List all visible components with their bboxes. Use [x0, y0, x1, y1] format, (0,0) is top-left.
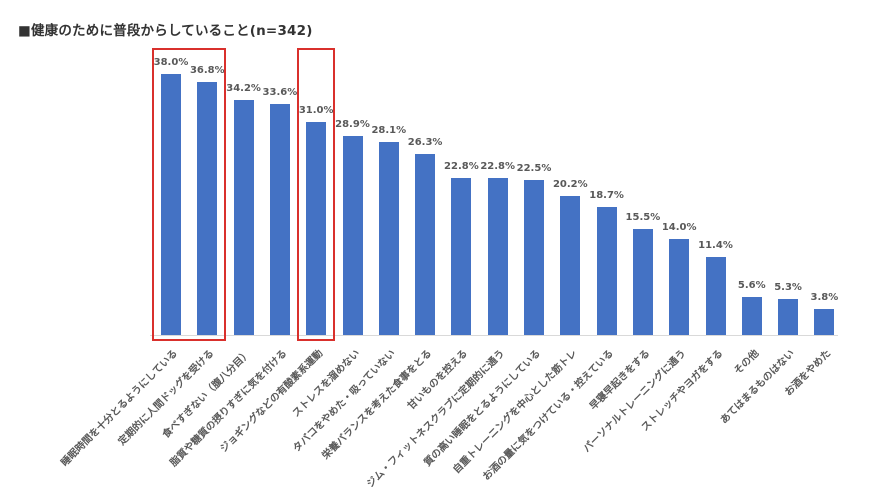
- bar: [269, 104, 290, 335]
- data-label: 34.2%: [226, 83, 261, 95]
- data-label: 26.3%: [407, 137, 443, 149]
- data-label: 33.6%: [262, 87, 298, 99]
- highlight-box: [152, 48, 227, 341]
- highlight-box: [297, 48, 336, 341]
- bar: [669, 238, 690, 335]
- bar: [451, 178, 472, 335]
- data-label: 38.0%: [153, 56, 189, 68]
- bar: [233, 100, 254, 335]
- data-label: 20.2%: [552, 179, 588, 191]
- data-label: 11.4%: [698, 239, 733, 251]
- bar: [342, 136, 363, 335]
- bar: [306, 122, 327, 335]
- bar: [378, 141, 399, 335]
- data-label: 28.1%: [371, 124, 407, 136]
- data-label: 22.8%: [444, 161, 479, 173]
- data-label: 3.8%: [810, 291, 839, 303]
- bar: [632, 228, 653, 335]
- data-label: 22.5%: [516, 163, 552, 175]
- chart-title: ■健康のために普段からしていること(n=342): [18, 23, 313, 39]
- data-label: 31.0%: [298, 105, 334, 117]
- bar: [161, 73, 181, 335]
- data-label: 15.5%: [625, 211, 661, 223]
- bar: [560, 196, 581, 335]
- x-axis-line: [150, 335, 838, 336]
- bar: [197, 82, 218, 335]
- bar: [487, 178, 508, 335]
- bar: [705, 256, 726, 335]
- data-label: 18.7%: [589, 189, 624, 201]
- data-label: 28.9%: [335, 119, 370, 131]
- data-label: 14.0%: [661, 221, 697, 233]
- bar: [524, 180, 544, 335]
- data-label: 36.8%: [189, 65, 225, 77]
- bar: [415, 154, 436, 335]
- data-label: 5.6%: [737, 279, 766, 291]
- bar: [814, 308, 835, 335]
- data-label: 5.3%: [774, 281, 802, 293]
- bar: [596, 206, 617, 335]
- data-label: 22.8%: [480, 161, 516, 173]
- bar: [741, 296, 762, 335]
- category-label: その他: [732, 348, 762, 378]
- bar: [778, 298, 799, 335]
